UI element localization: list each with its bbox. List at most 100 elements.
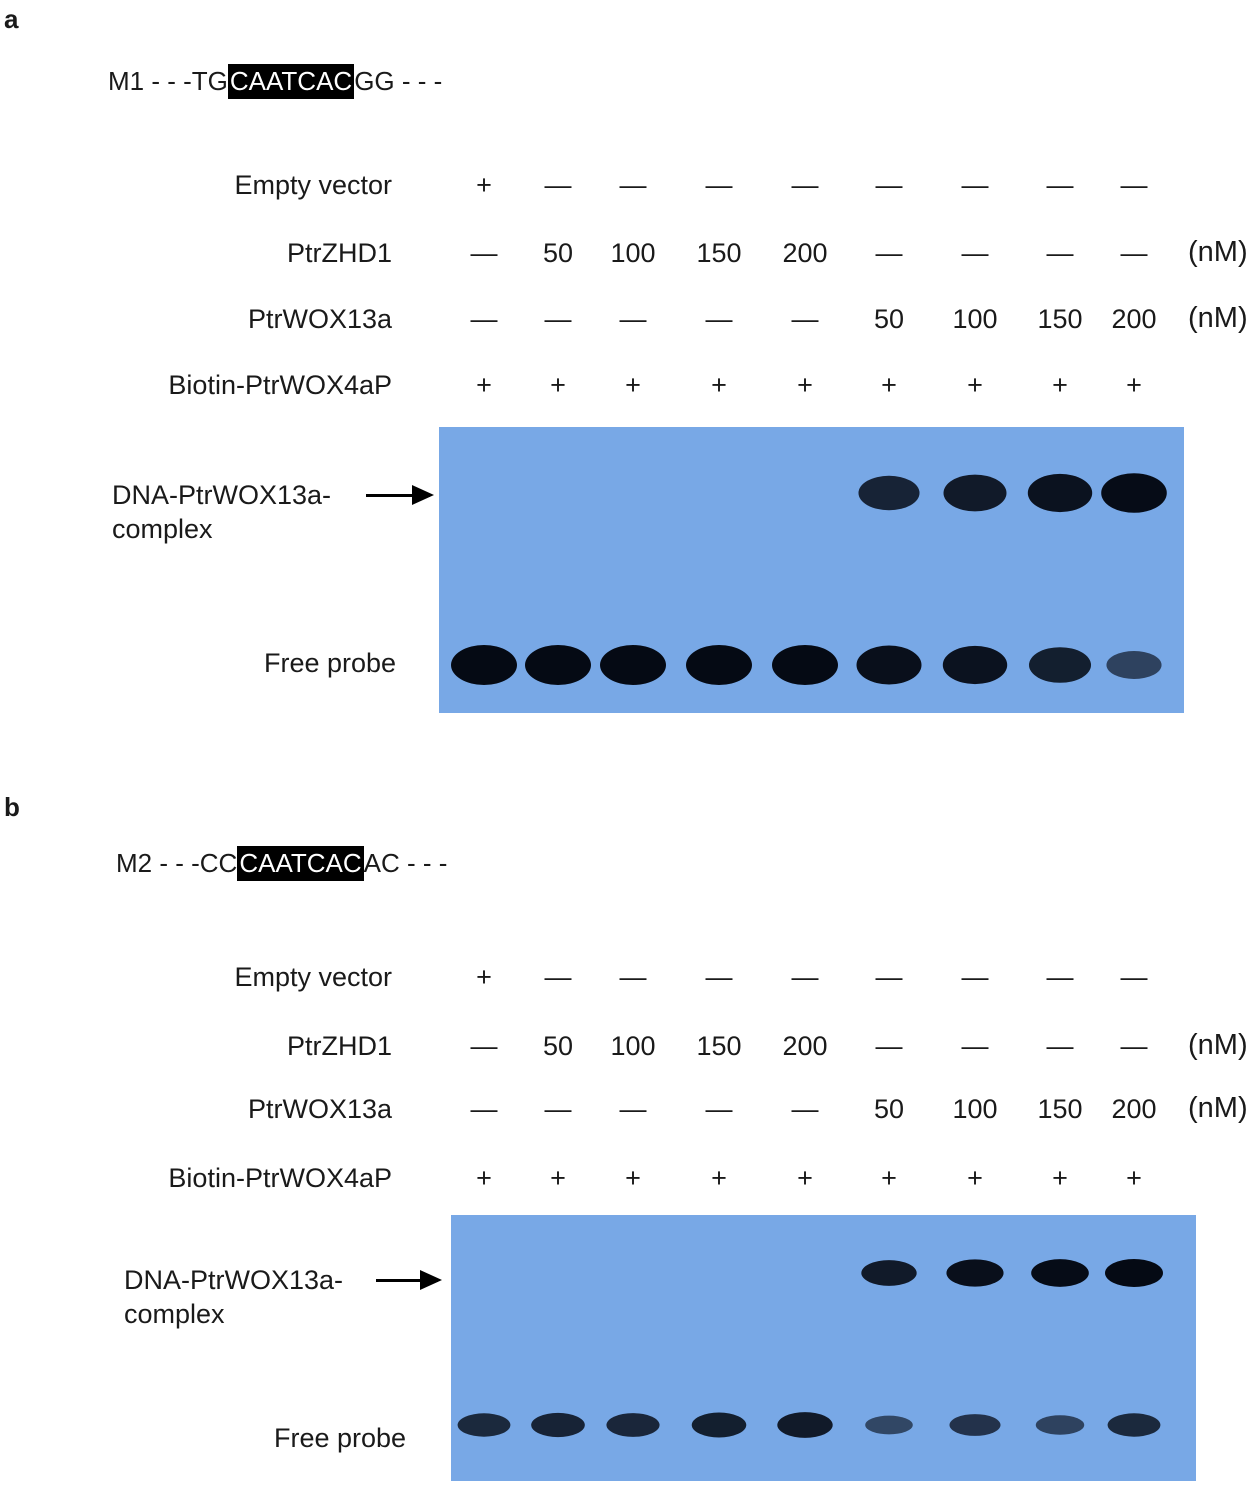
lane-cell: 100: [610, 238, 656, 268]
row-label: Empty vector: [234, 170, 392, 200]
lane-cell: 150: [1037, 304, 1083, 334]
lane-cell: —: [544, 170, 572, 200]
free-probe-band: [856, 645, 922, 685]
free-probe-band: [525, 645, 591, 685]
lane-cell: —: [1120, 1031, 1148, 1061]
lane-cell: +: [1052, 370, 1068, 400]
sequence-m2: M2 - - -CC CAATCAC AC - - -: [116, 840, 447, 886]
free-probe-band: [451, 645, 517, 685]
complex-band: [1105, 1259, 1163, 1287]
lane-cell: +: [1126, 370, 1142, 400]
lane-cell: —: [1120, 962, 1148, 992]
lane-cell: —: [1120, 170, 1148, 200]
complex-band: [1027, 473, 1093, 513]
sequence-right: GG - - -: [354, 65, 443, 96]
free-probe-band: [686, 645, 752, 685]
lane-cell: —: [544, 1094, 572, 1124]
lane-cell: 200: [782, 238, 828, 268]
lane-cell: —: [470, 304, 498, 334]
unit-label: (nM): [1188, 1092, 1248, 1124]
lane-cell: —: [961, 1031, 989, 1061]
lane-cell: —: [705, 962, 733, 992]
lane-cell: +: [476, 1163, 492, 1193]
unit-label: (nM): [1188, 1029, 1248, 1061]
row-label: PtrWOX13a: [247, 1094, 392, 1124]
complex-band: [946, 1259, 1004, 1287]
lane-cell: 50: [542, 238, 574, 268]
lane-cell: —: [619, 304, 647, 334]
complex-band: [858, 475, 920, 511]
lane-cell: —: [791, 1094, 819, 1124]
lane-cell: +: [1126, 1163, 1142, 1193]
free-probe-band: [949, 1414, 1001, 1436]
lane-cell: 200: [1111, 1094, 1157, 1124]
sequence-motif: CAATCAC: [237, 845, 364, 881]
lane-cell: +: [1052, 1163, 1068, 1193]
complex-label-line2: complex: [124, 1299, 225, 1329]
complex-arrow-icon: [366, 485, 434, 505]
lane-cell: +: [881, 370, 897, 400]
sequence-left: - - -TG: [144, 65, 228, 96]
lane-cell: —: [961, 238, 989, 268]
complex-label: DNA-PtrWOX13a- complex: [124, 1263, 343, 1331]
lane-cell: —: [791, 170, 819, 200]
lane-cell: —: [1120, 238, 1148, 268]
lane-cell: 150: [696, 238, 742, 268]
lane-cell: —: [875, 962, 903, 992]
free-probe-band: [457, 1413, 511, 1437]
lane-cell: +: [797, 370, 813, 400]
lane-cell: —: [875, 1031, 903, 1061]
unit-label: (nM): [1188, 302, 1248, 334]
lane-cell: —: [875, 170, 903, 200]
lane-cell: 100: [952, 304, 998, 334]
lane-cell: +: [881, 1163, 897, 1193]
lane-cell: —: [1046, 238, 1074, 268]
lane-cell: +: [711, 370, 727, 400]
lane-cell: —: [705, 170, 733, 200]
lane-cell: 150: [1037, 1094, 1083, 1124]
lane-cell: —: [1046, 1031, 1074, 1061]
free-probe-band: [1107, 1413, 1161, 1437]
free-probe-band: [606, 1413, 660, 1437]
complex-band: [1031, 1259, 1089, 1287]
lane-cell: —: [1046, 170, 1074, 200]
lane-cell: —: [619, 1094, 647, 1124]
lane-cell: —: [705, 1094, 733, 1124]
lane-cell: 50: [542, 1031, 574, 1061]
lane-cell: +: [476, 962, 492, 992]
lane-cell: —: [544, 962, 572, 992]
lane-cell: 150: [696, 1031, 742, 1061]
lane-cell: —: [875, 238, 903, 268]
lane-cell: —: [619, 170, 647, 200]
lane-cell: +: [967, 370, 983, 400]
lane-cell: 200: [782, 1031, 828, 1061]
lane-cell: +: [550, 1163, 566, 1193]
row-label: PtrWOX13a: [247, 304, 392, 334]
lane-cell: +: [625, 1163, 641, 1193]
unit-label: (nM): [1188, 236, 1248, 268]
row-label: PtrZHD1: [286, 238, 392, 268]
lane-cell: —: [791, 304, 819, 334]
free-probe-band: [1028, 647, 1092, 683]
lane-cell: —: [705, 304, 733, 334]
complex-band: [861, 1260, 917, 1286]
sequence-right: AC - - -: [363, 847, 448, 878]
lane-cell: +: [711, 1163, 727, 1193]
row-label: Biotin-PtrWOX4aP: [168, 370, 392, 400]
lane-cell: 50: [873, 304, 905, 334]
lane-cell: 200: [1111, 304, 1157, 334]
lane-cell: +: [476, 370, 492, 400]
row-label: Biotin-PtrWOX4aP: [168, 1163, 392, 1193]
sequence-name: M2: [116, 847, 153, 878]
lane-cell: —: [961, 170, 989, 200]
sequence-motif: CAATCAC: [227, 63, 355, 99]
row-label: Empty vector: [234, 962, 392, 992]
panel-b-letter: b: [4, 792, 20, 822]
free-probe-band: [1035, 1415, 1085, 1435]
lane-cell: +: [967, 1163, 983, 1193]
complex-band: [1101, 473, 1167, 513]
lane-cell: —: [619, 962, 647, 992]
gel-image-a: [439, 427, 1184, 713]
free-probe-band: [1106, 651, 1162, 679]
complex-label-line1: DNA-PtrWOX13a-: [112, 480, 332, 510]
